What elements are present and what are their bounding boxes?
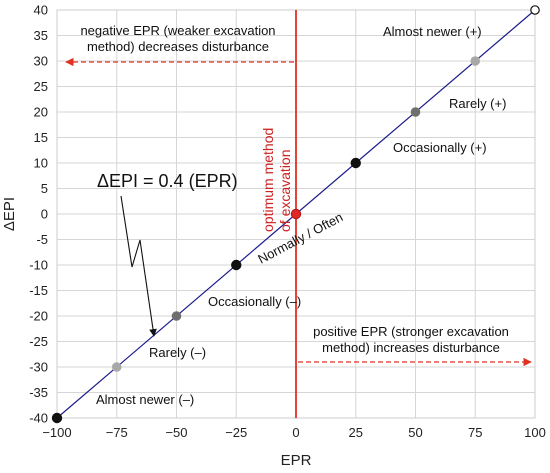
y-tick-label: -15 [29, 283, 48, 298]
annotation-rarely-minus: Rarely (–) [149, 345, 206, 360]
x-tick-label: −100 [42, 425, 71, 440]
y-tick-label: 35 [34, 28, 48, 43]
annotation-almost-newer-plus: Almost newer (+) [383, 24, 482, 39]
y-tick-label: 20 [34, 105, 48, 120]
y-tick-label: -10 [29, 258, 48, 273]
data-point [410, 107, 421, 117]
x-tick-label: 75 [468, 425, 482, 440]
data-point [350, 157, 361, 169]
x-tick-labels: −100 −75 −50 −25 0 25 50 75 100 [42, 425, 546, 440]
x-tick-label: −75 [106, 425, 128, 440]
data-point [111, 362, 122, 372]
equation-pointer-arrow [120, 195, 157, 337]
y-tick-label: 15 [34, 130, 48, 145]
y-tick-label: -30 [29, 360, 48, 375]
data-point [530, 5, 540, 15]
annotation-positive-epr-line2: method) increases disturbance [322, 340, 500, 355]
y-tick-label: -35 [29, 385, 48, 400]
y-tick-label: 0 [41, 207, 48, 222]
annotation-almost-newer-minus: Almost newer (–) [96, 392, 194, 407]
data-point [51, 412, 63, 424]
optimum-label-line2: of excavation [277, 150, 293, 233]
y-tick-label: 30 [34, 54, 48, 69]
y-axis-label: ΔEPI [1, 197, 18, 231]
y-tick-label: 25 [34, 79, 48, 94]
data-point [231, 259, 242, 271]
y-tick-label: 40 [34, 3, 48, 18]
annotation-negative-epr-line2: method) decreases disturbance [87, 39, 269, 54]
x-axis-label: EPR [281, 452, 312, 469]
annotation-rarely-plus: Rarely (+) [449, 96, 506, 111]
annotation-occasionally-minus: Occasionally (–) [208, 294, 301, 309]
data-point [470, 56, 481, 66]
y-tick-label: -20 [29, 309, 48, 324]
data-points [51, 5, 540, 424]
x-tick-label: −25 [225, 425, 247, 440]
equation-label: ΔEPI = 0.4 (EPR) [97, 171, 238, 191]
y-tick-label: 10 [34, 156, 48, 171]
annotation-positive-epr-line1: positive EPR (stronger excavation [313, 324, 509, 339]
x-tick-label: 0 [292, 425, 299, 440]
annotation-negative-epr-line1: negative EPR (weaker excavation [80, 23, 275, 38]
x-tick-label: −50 [165, 425, 187, 440]
data-point [290, 208, 302, 220]
annotation-occasionally-plus: Occasionally (+) [393, 140, 487, 155]
y-tick-labels: -40 -35 -30 -25 -20 -15 -10 -5 0 5 10 15 20 25 30 35 40 [29, 3, 48, 426]
x-tick-label: 100 [524, 425, 546, 440]
y-tick-label: 5 [41, 181, 48, 196]
optimum-label-line1: optimum method [260, 128, 276, 232]
y-tick-label: -25 [29, 334, 48, 349]
y-tick-label: -40 [29, 411, 48, 426]
data-point [171, 311, 182, 321]
y-tick-label: -5 [36, 232, 48, 247]
x-tick-label: 25 [349, 425, 363, 440]
x-tick-label: 50 [408, 425, 422, 440]
